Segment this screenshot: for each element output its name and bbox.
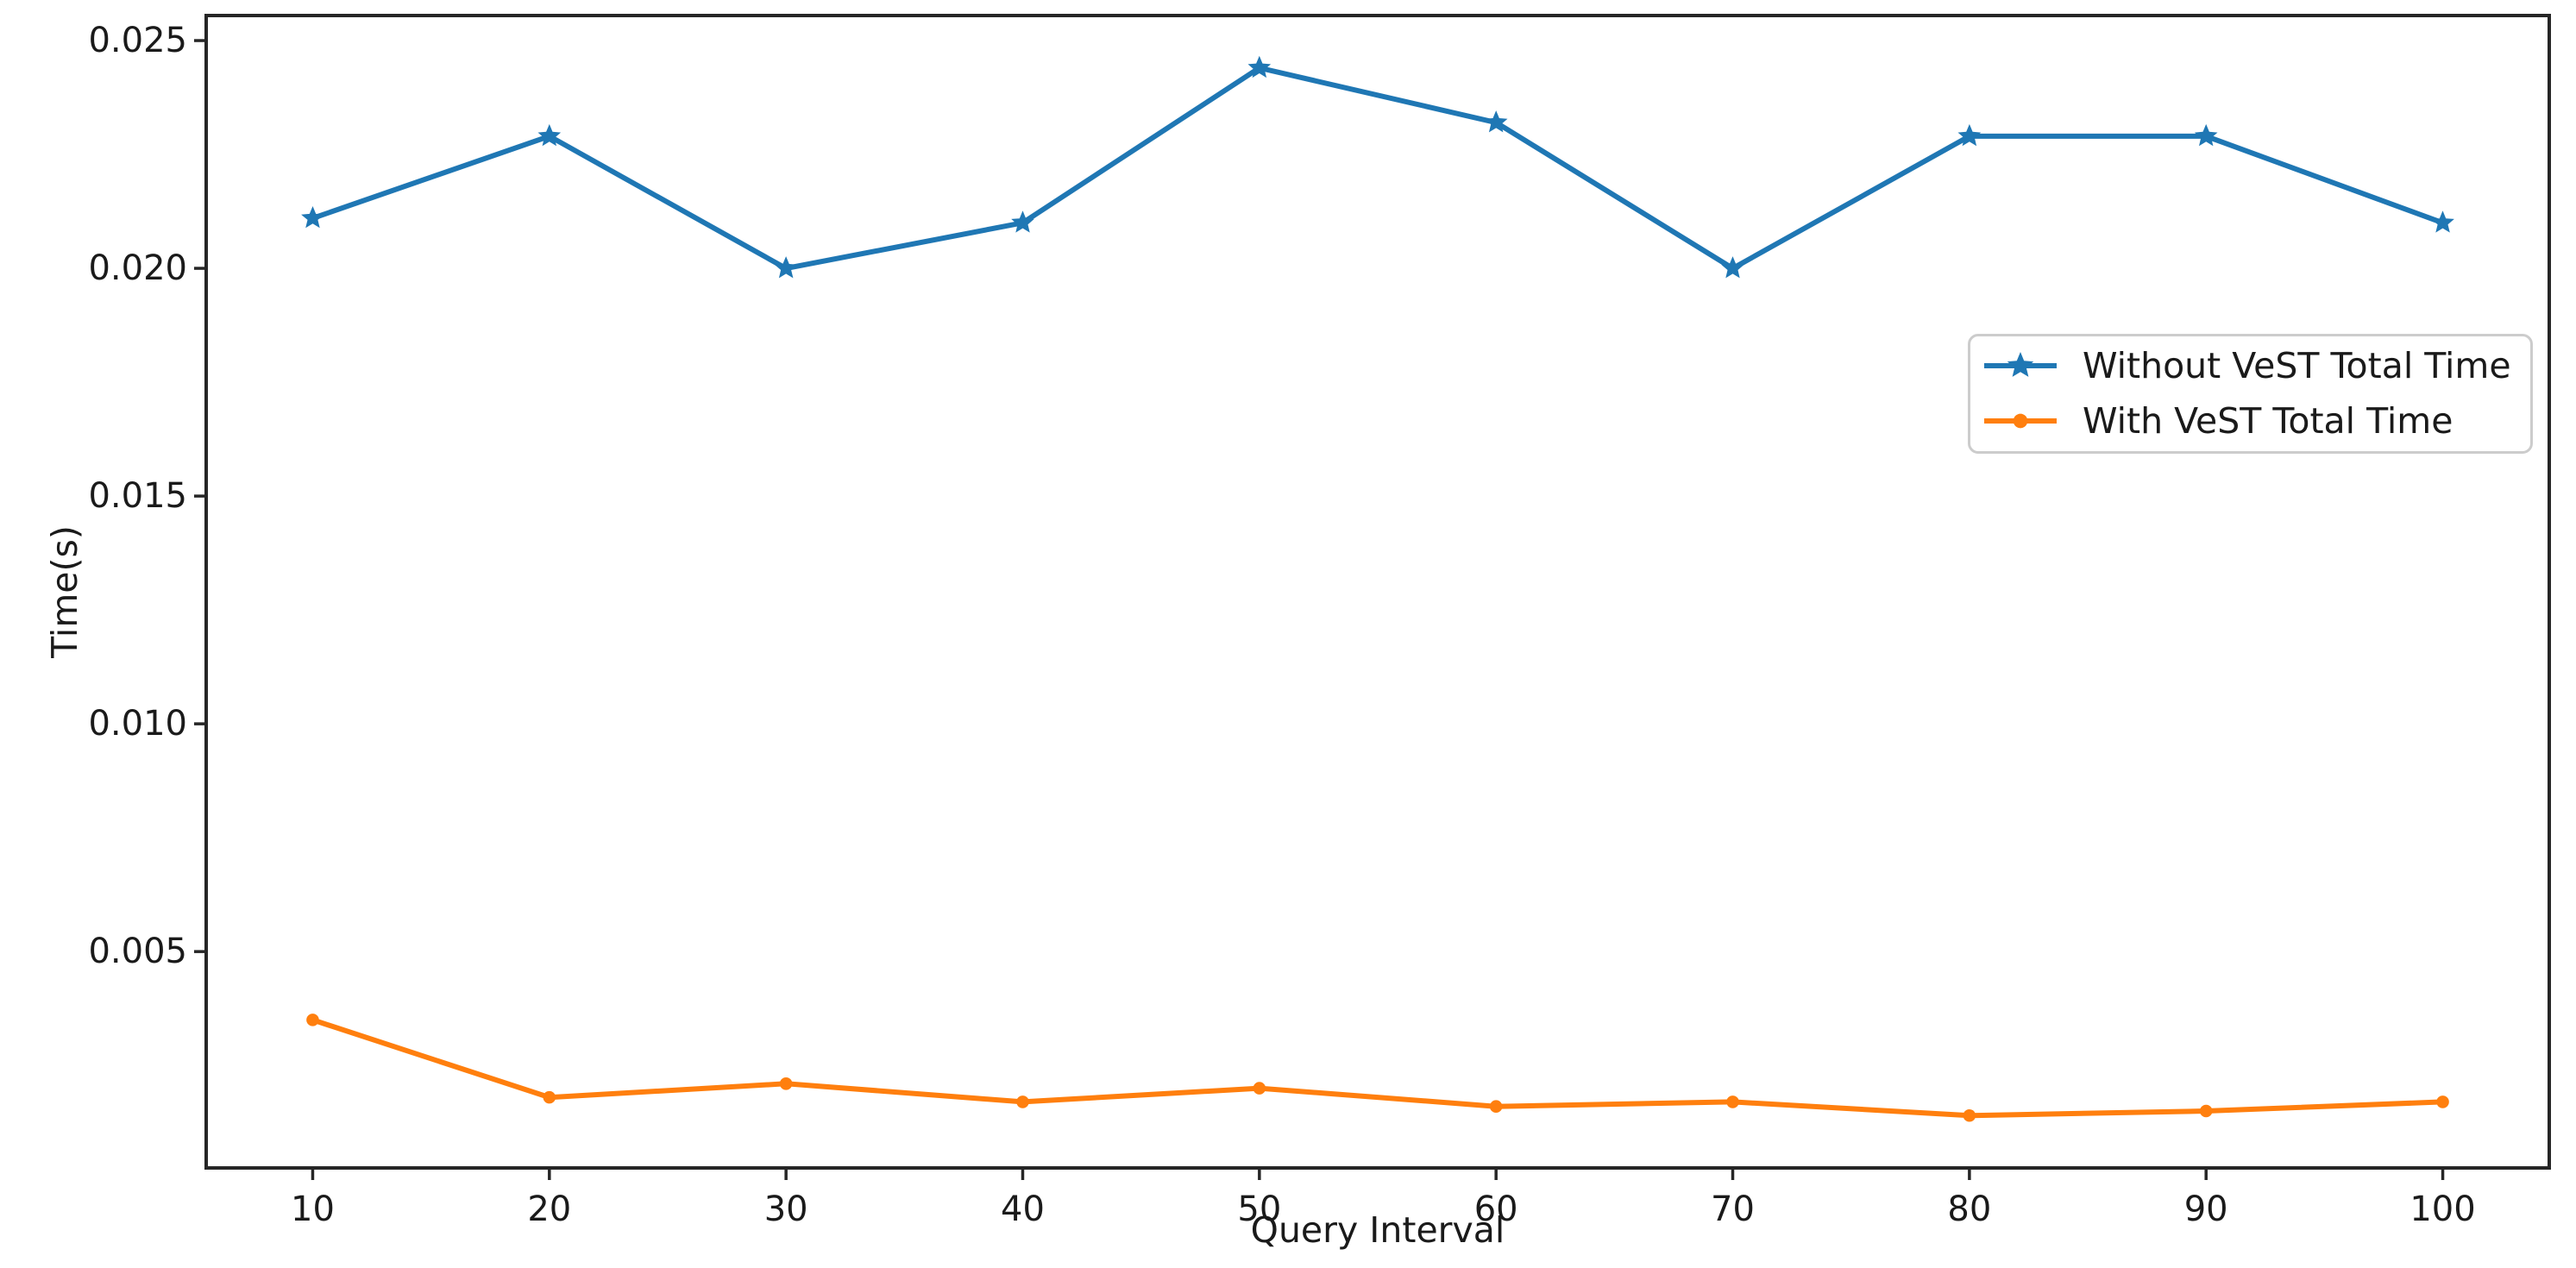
- y-axis-title: Time(s): [44, 525, 85, 658]
- legend-label-without-vest: Without VeST Total Time: [2083, 345, 2511, 386]
- dot-marker-icon: [1963, 1108, 1976, 1122]
- chart-legend: Without VeST Total Time With VeST Total …: [1968, 334, 2533, 454]
- dot-marker-icon: [2013, 413, 2028, 429]
- star-marker-icon: [1247, 55, 1272, 78]
- star-marker-icon: [1721, 256, 1744, 279]
- x-tick-label: 20: [527, 1190, 571, 1229]
- dot-marker-icon: [543, 1090, 556, 1104]
- series-line-1: [311, 1017, 2443, 1119]
- x-tick-label: 90: [2184, 1190, 2228, 1229]
- star-marker-icon: [1011, 210, 1034, 233]
- legend-star-marker-icon: [1984, 352, 2057, 377]
- x-tick-label: 40: [1001, 1190, 1045, 1229]
- star-marker-icon: [2194, 123, 2218, 147]
- y-tick-label: 0.005: [88, 932, 187, 971]
- star-marker-icon: [1957, 123, 1982, 147]
- y-tick-label: 0.010: [88, 704, 187, 744]
- legend-label-with-vest: With VeST Total Time: [2083, 400, 2453, 442]
- x-tick-label: 80: [1947, 1190, 1991, 1229]
- dot-marker-icon: [2199, 1104, 2213, 1118]
- dot-marker-icon: [2436, 1095, 2449, 1108]
- dot-marker-icon: [1253, 1082, 1266, 1095]
- star-marker-icon: [2431, 210, 2454, 233]
- x-tick-label: 100: [2410, 1190, 2475, 1229]
- x-tick-label: 50: [1237, 1190, 1281, 1229]
- dot-marker-icon: [1489, 1100, 1503, 1113]
- dot-marker-icon: [1726, 1095, 1739, 1108]
- dot-marker-icon: [306, 1014, 319, 1026]
- x-tick-label: 30: [764, 1190, 808, 1229]
- legend-dot-marker-icon: [1984, 413, 2057, 429]
- x-axis-title: Query Interval: [1250, 1209, 1505, 1251]
- axes-spines: [204, 14, 2551, 1170]
- dot-marker-icon: [1016, 1095, 1029, 1108]
- star-marker-icon: [301, 206, 324, 229]
- x-tick-label: 70: [1711, 1190, 1755, 1229]
- y-tick-label: 0.020: [88, 248, 187, 288]
- star-marker-icon: [774, 256, 798, 279]
- legend-item-with-vest: With VeST Total Time: [1982, 400, 2522, 442]
- y-tick-label: 0.015: [88, 476, 187, 516]
- x-tick-label: 10: [291, 1190, 335, 1229]
- x-tick-label: 60: [1474, 1190, 1518, 1229]
- legend-item-without-vest: Without VeST Total Time: [1982, 345, 2522, 386]
- y-tick-label: 0.025: [88, 21, 187, 60]
- star-marker-icon: [2007, 352, 2034, 377]
- dot-marker-icon: [779, 1077, 793, 1090]
- star-marker-icon: [537, 123, 562, 147]
- series-line-0: [311, 65, 2444, 272]
- star-marker-icon: [1484, 110, 1508, 133]
